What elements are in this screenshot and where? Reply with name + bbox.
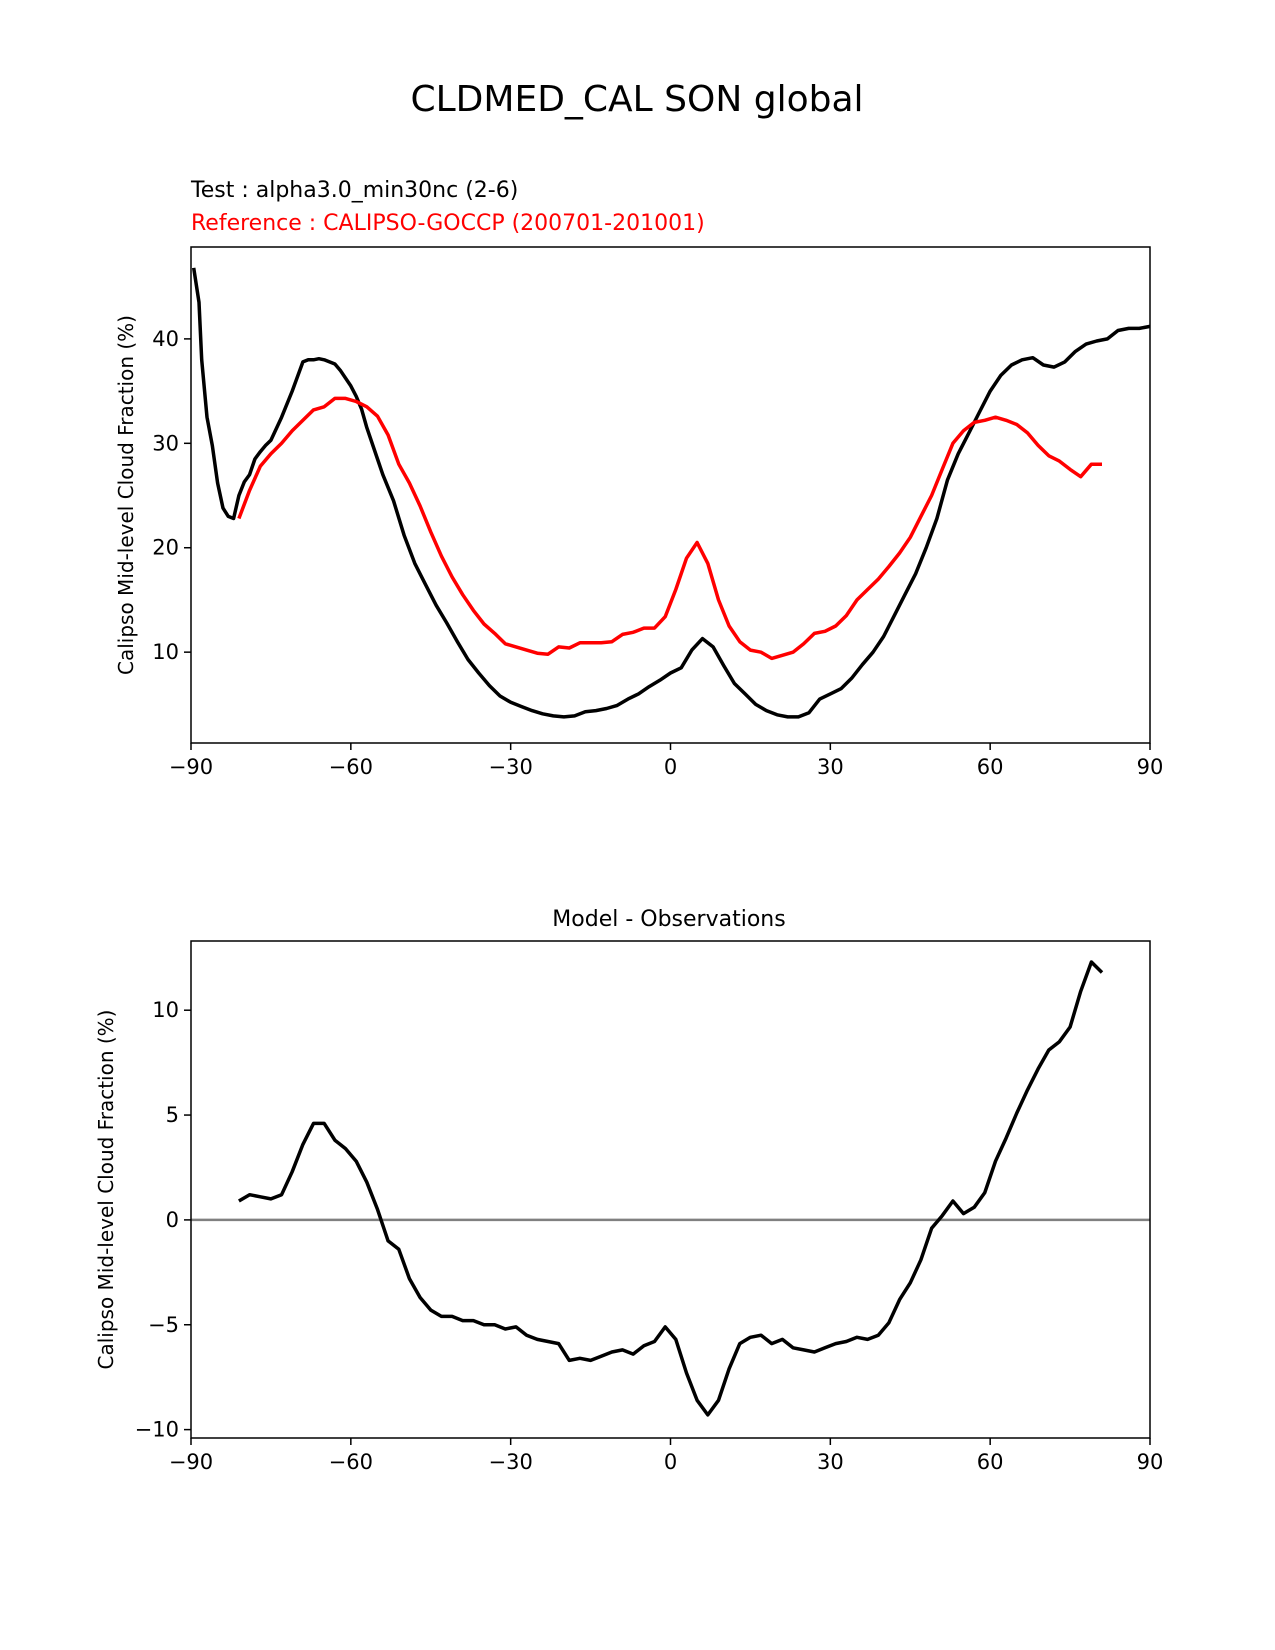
bottom-y-axis-label: Calipso Mid-level Cloud Fraction (%) <box>94 1010 118 1370</box>
axes-frame <box>190 246 1151 744</box>
x-tick-label: −90 <box>169 755 213 779</box>
bottom-panel: Model - Observations Calipso Mid-level C… <box>94 907 1163 1474</box>
series-line-model-observations <box>238 960 1104 1417</box>
y-tick-label: −5 <box>148 1313 179 1337</box>
reference-label: Reference : CALIPSO-GOCCP (200701-201001… <box>191 211 705 236</box>
y-tick-label: −10 <box>135 1418 179 1442</box>
x-tick-label: −30 <box>489 755 533 779</box>
x-tick-label: −90 <box>169 1450 213 1474</box>
y-tick-label: 20 <box>152 536 179 560</box>
x-tick-label: 0 <box>664 755 677 779</box>
x-tick-label: 90 <box>1137 755 1164 779</box>
top-plot-area: −90 −60 −30 0 30 60 90 10 20 30 40 <box>152 246 1164 779</box>
x-tick-label: 0 <box>664 1450 677 1474</box>
axes-frame <box>190 940 1151 1439</box>
x-tick-label: −30 <box>489 1450 533 1474</box>
bottom-panel-title: Model - Observations <box>552 907 785 932</box>
y-tick-label: 40 <box>152 327 179 351</box>
series-line-reference <box>237 396 1102 661</box>
y-tick-label: 0 <box>166 1208 179 1232</box>
top-panel: Test : alpha3.0_min30nc (2-6) Reference … <box>114 178 1163 779</box>
y-tick-label: 30 <box>152 431 179 455</box>
x-tick-label: 90 <box>1137 1450 1164 1474</box>
top-y-axis-label: Calipso Mid-level Cloud Fraction (%) <box>114 315 138 675</box>
series-line-test <box>191 267 1151 719</box>
x-tick-label: 60 <box>977 1450 1004 1474</box>
figure-title: CLDMED_CAL SON global <box>410 79 863 120</box>
x-tick-label: −60 <box>329 1450 373 1474</box>
x-tick-label: 30 <box>817 755 844 779</box>
y-tick-label: 10 <box>152 998 179 1022</box>
test-label: Test : alpha3.0_min30nc (2-6) <box>190 178 518 203</box>
x-tick-label: 60 <box>977 755 1004 779</box>
y-tick-label: 10 <box>152 640 179 664</box>
bottom-plot-area: −90 −60 −30 0 30 60 90 −10 −5 0 5 10 <box>135 940 1164 1474</box>
x-tick-label: 30 <box>817 1450 844 1474</box>
x-tick-label: −60 <box>329 755 373 779</box>
y-tick-label: 5 <box>166 1103 179 1127</box>
